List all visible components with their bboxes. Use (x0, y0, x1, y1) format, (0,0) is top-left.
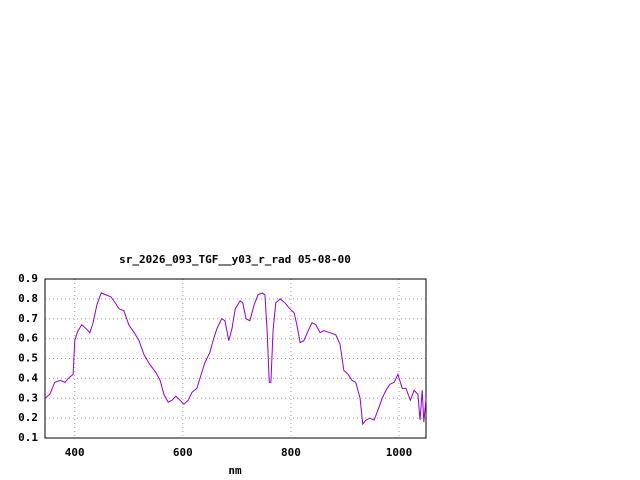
data-line (44, 292, 427, 426)
y-tick-label: 0.7 (18, 312, 38, 325)
y-tick-label: 0.9 (18, 272, 38, 285)
y-tick-label: 0.3 (18, 391, 38, 404)
x-tick-label: 600 (173, 446, 193, 459)
x-tick-label: 400 (65, 446, 85, 459)
y-tick-label: 0.4 (18, 371, 38, 384)
plot-frame (44, 278, 427, 439)
x-axis-label: nm (228, 464, 242, 477)
x-tick-label: 1000 (386, 446, 413, 459)
y-tick-label: 0.2 (18, 411, 38, 424)
chart-title: sr_2026_093_TGF__y03_r_rad 05-08-00 (119, 253, 351, 266)
y-tick-label: 0.5 (18, 352, 38, 365)
x-tick-label: 800 (281, 446, 301, 459)
y-tick-label: 0.8 (18, 292, 38, 305)
y-tick-label: 0.1 (18, 431, 38, 444)
y-tick-label: 0.6 (18, 332, 38, 345)
